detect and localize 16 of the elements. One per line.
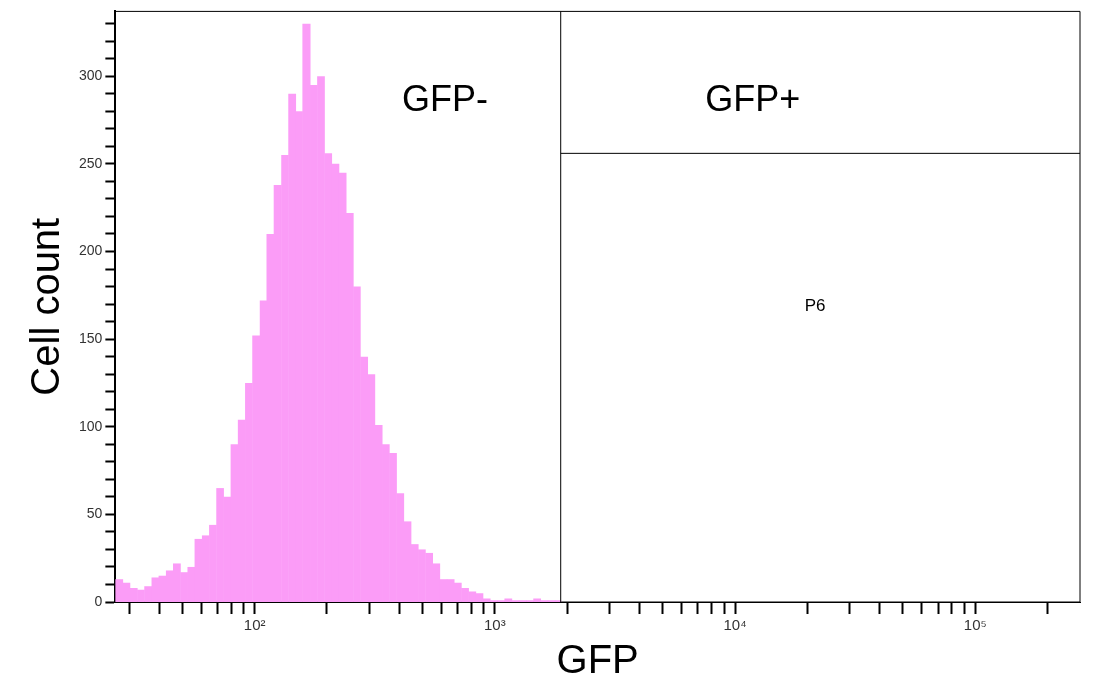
y-tick-label: 300 [79, 67, 103, 84]
y-tick-label: 50 [86, 505, 103, 522]
y-tick-label: 0 [94, 592, 103, 609]
annotation: GFP- [401, 78, 488, 120]
y-tick-label: 150 [79, 329, 103, 346]
y-tick-label: 200 [79, 242, 103, 259]
y-tick-label: 250 [79, 154, 103, 171]
annotation: P6 [804, 296, 826, 316]
x-axis-title: GFP [556, 637, 639, 682]
x-tick-label: 10³ [484, 616, 506, 634]
x-tick-label: 10⁴ [723, 616, 747, 634]
y-tick-label: 100 [79, 417, 103, 434]
x-tick-label: 10⁵ [963, 616, 987, 634]
y-axis-title: Cell count [23, 217, 68, 396]
annotation: GFP+ [705, 78, 801, 120]
x-tick-label: 10² [243, 616, 266, 634]
